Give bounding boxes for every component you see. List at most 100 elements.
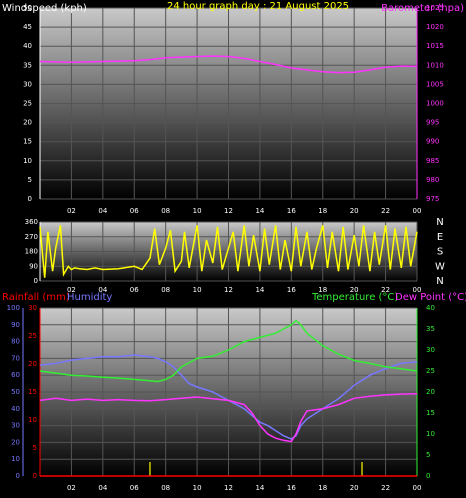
direction-tick-90: 90 [29, 262, 38, 270]
panel1-hour-tick-10: 10 [193, 207, 202, 215]
barometer-tick-990: 990 [426, 138, 439, 146]
windspeed-tick-5: 5 [28, 176, 32, 184]
windspeed-tick-25: 25 [23, 100, 32, 108]
windspeed-tick-10: 10 [23, 157, 32, 165]
panel2-hour-tick-02: 02 [67, 286, 76, 294]
compass-label-N-0: N [436, 276, 443, 287]
direction-tick-0: 0 [34, 277, 38, 285]
temperature-tick-5: 5 [426, 451, 430, 459]
panel1-hour-tick-00: 00 [413, 207, 422, 215]
barometer-tick-975: 975 [426, 195, 439, 203]
panel3-hour-tick-04: 04 [98, 484, 107, 492]
panel2-hour-tick-00: 00 [413, 286, 422, 294]
barometer-tick-1005: 1005 [426, 80, 444, 88]
temperature-tick-25: 25 [426, 367, 435, 375]
panel2-hour-tick-06: 06 [130, 286, 139, 294]
panel2-hour-tick-16: 16 [287, 286, 296, 294]
panel1-hour-tick-14: 14 [255, 207, 264, 215]
barometer-tick-1010: 1010 [426, 61, 444, 69]
panel3-hour-tick-08: 08 [161, 484, 170, 492]
barometer-tick-1020: 1020 [426, 23, 444, 31]
compass-label-N-4: N [436, 217, 443, 228]
temperature-tick-15: 15 [426, 409, 435, 417]
dewpoint-label: Dew Point (°C) [395, 292, 466, 303]
rainfall-tick-5: 5 [33, 444, 37, 452]
rainfall-label: Rainfall (mm) [2, 292, 70, 303]
panel2-hour-tick-12: 12 [224, 286, 233, 294]
direction-tick-180: 180 [25, 248, 38, 256]
rainfall-tick-15: 15 [28, 388, 37, 396]
rainfall-tick-10: 10 [28, 416, 37, 424]
humidity-tick-20: 20 [11, 438, 20, 446]
windspeed-tick-0: 0 [28, 195, 32, 203]
barometer-tick-1025: 1025 [426, 4, 444, 12]
temperature-tick-30: 30 [426, 346, 435, 354]
panel3-hour-tick-02: 02 [67, 484, 76, 492]
chart-title: 24 hour graph day : 21 August 2025 [167, 1, 349, 12]
humidity-tick-50: 50 [11, 388, 20, 396]
panel1-hour-tick-08: 08 [161, 207, 170, 215]
windspeed-tick-45: 45 [23, 23, 32, 31]
temperature-tick-10: 10 [426, 430, 435, 438]
panel2-hour-tick-18: 18 [318, 286, 327, 294]
humidity-tick-60: 60 [11, 371, 20, 379]
panel2-hour-tick-08: 08 [161, 286, 170, 294]
barometer-tick-1015: 1015 [426, 42, 444, 50]
panel3-hour-tick-12: 12 [224, 484, 233, 492]
wind-direction-line [39, 225, 418, 278]
humidity-tick-70: 70 [11, 354, 20, 362]
rainfall-tick-20: 20 [28, 360, 37, 368]
temperature-tick-20: 20 [426, 388, 435, 396]
panel3-hour-tick-14: 14 [255, 484, 264, 492]
humidity-tick-100: 100 [7, 304, 20, 312]
panel2-hour-tick-04: 04 [98, 286, 107, 294]
barometer-label: Barometer (hpa) [381, 3, 464, 14]
panel1-hour-tick-04: 04 [98, 207, 107, 215]
panel1-hour-tick-20: 20 [350, 207, 359, 215]
barometer-line [39, 55, 418, 74]
rainfall-tick-30: 30 [28, 304, 37, 312]
windspeed-tick-20: 20 [23, 119, 32, 127]
panel3-hour-tick-22: 22 [381, 484, 390, 492]
humidity-label: Humidity [67, 292, 112, 303]
humidity-tick-0: 0 [16, 472, 20, 480]
windspeed-tick-35: 35 [23, 61, 32, 69]
panel1-hour-tick-22: 22 [381, 207, 390, 215]
barometer-tick-985: 985 [426, 157, 439, 165]
panel3-hour-tick-18: 18 [318, 484, 327, 492]
temperature-tick-40: 40 [426, 304, 435, 312]
rainfall-tick-0: 0 [33, 472, 37, 480]
panel3-hour-tick-00: 00 [413, 484, 422, 492]
temperature-tick-0: 0 [426, 472, 430, 480]
compass-label-E-3: E [437, 232, 443, 243]
panel2-hour-tick-10: 10 [193, 286, 202, 294]
windspeed-tick-30: 30 [23, 80, 32, 88]
windspeed-tick-40: 40 [23, 42, 32, 50]
panel2-hour-tick-20: 20 [350, 286, 359, 294]
windspeed-tick-50: 50 [23, 4, 32, 12]
panel1-hour-tick-02: 02 [67, 207, 76, 215]
direction-tick-270: 270 [25, 233, 38, 241]
panel1-hour-tick-18: 18 [318, 207, 327, 215]
humidity-line [39, 354, 418, 440]
panel2-hour-tick-14: 14 [255, 286, 264, 294]
humidity-tick-90: 90 [11, 321, 20, 329]
barometer-tick-1000: 1000 [426, 100, 444, 108]
temperature-label: Temperature (°C) [311, 292, 398, 303]
dewpoint-line [39, 392, 418, 443]
temperature-line [39, 319, 418, 383]
panel2-hour-tick-22: 22 [381, 286, 390, 294]
humidity-tick-40: 40 [11, 405, 20, 413]
panel3-hour-tick-16: 16 [287, 484, 296, 492]
temperature-tick-35: 35 [426, 325, 435, 333]
compass-label-S-2: S [437, 247, 443, 258]
panel3-hour-tick-20: 20 [350, 484, 359, 492]
humidity-tick-30: 30 [11, 422, 20, 430]
panel1-hour-tick-06: 06 [130, 207, 139, 215]
barometer-tick-995: 995 [426, 119, 439, 127]
panel1-hour-tick-12: 12 [224, 207, 233, 215]
panel-temp-humidity: 0102030405060708090100051015202530051015… [2, 292, 466, 492]
